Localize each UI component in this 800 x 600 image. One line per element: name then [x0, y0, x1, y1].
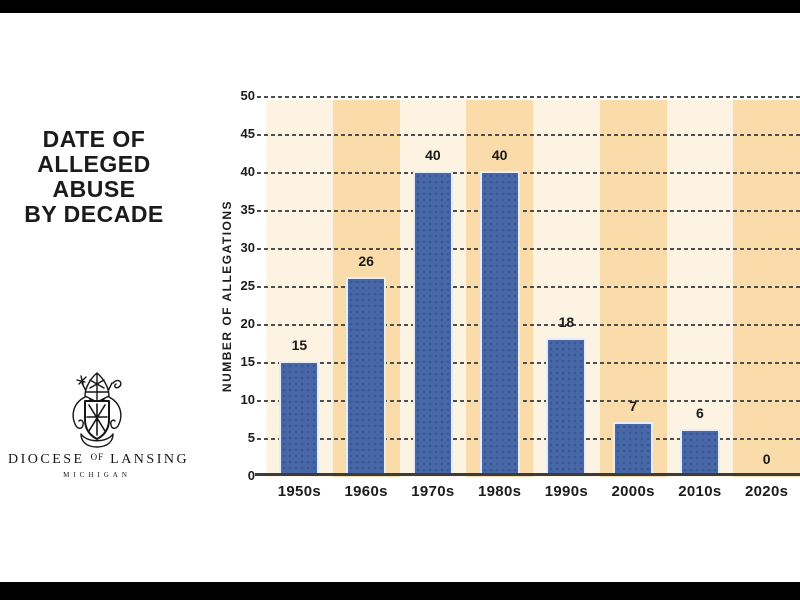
x-tick-label: 1950s: [277, 483, 321, 500]
x-tick-label: 2000s: [611, 483, 655, 500]
allegation-bar: [679, 429, 720, 475]
plot-area: NUMBER OF ALLEGATIONS 0 5 10 15 20 25 30 35 40 45…: [220, 88, 800, 500]
x-tick-label: 1970s: [411, 483, 455, 500]
x-axis-line: [255, 473, 800, 476]
gridline: [257, 324, 800, 326]
bar-value-label: 0: [762, 451, 771, 467]
diocese-crest-icon: [72, 372, 122, 448]
x-tick-label: 2010s: [678, 483, 722, 500]
y-tick-label: 0: [247, 468, 255, 483]
decade-band: [733, 100, 800, 477]
y-tick-label: 30: [240, 240, 255, 255]
gridline: [257, 248, 800, 250]
y-tick-label: 35: [240, 202, 255, 217]
allegation-bar: [279, 361, 320, 475]
diocese-subtitle: MICHIGAN: [63, 471, 131, 479]
allegation-bar: [479, 171, 520, 475]
allegation-bar: [546, 338, 587, 475]
diocese-logo: DIOCESE OF LANSING MICHIGAN: [8, 371, 190, 479]
x-tick-label: 1960s: [344, 483, 388, 500]
decade-band: [666, 100, 734, 477]
x-tick-label: 2020s: [745, 483, 789, 500]
diocese-name-of: OF: [90, 452, 105, 462]
gridline: [257, 286, 800, 288]
bar-value-label: 40: [425, 147, 441, 163]
bar-value-label: 7: [629, 397, 638, 414]
allegation-bar: [412, 171, 453, 475]
bar-value-label: 26: [358, 253, 374, 270]
y-tick-label: 50: [240, 88, 255, 103]
top-letterbox: [0, 0, 800, 13]
x-tick-label: 1980s: [478, 483, 522, 500]
bottom-letterbox: [0, 582, 800, 600]
bar-value-label: 40: [491, 147, 508, 163]
chart-title-line: BY DECADE: [24, 201, 164, 227]
decade-band: [599, 100, 667, 477]
y-tick-label: 40: [240, 164, 255, 179]
allegation-bar: [613, 421, 654, 475]
gridline: [257, 438, 800, 440]
y-tick-label: 20: [240, 316, 255, 331]
y-tick-label: 25: [240, 278, 255, 293]
bar-value-label: 18: [558, 314, 575, 331]
y-tick-label: 15: [240, 354, 255, 369]
allegation-bar: [346, 277, 387, 475]
x-tick-label: 1990s: [544, 483, 588, 500]
bar-value-label: 6: [695, 405, 704, 422]
gridline: [257, 400, 800, 402]
gridline: [257, 362, 800, 364]
bar-value-label: 15: [291, 337, 308, 353]
gridline: [257, 210, 800, 212]
gridline: [257, 172, 800, 174]
diocese-name: DIOCESE OF LANSING: [8, 452, 190, 467]
y-tick-label: 45: [240, 126, 255, 141]
chart-title: DATE OF ALLEGED ABUSE BY DECADE: [6, 127, 182, 227]
chart-title-line: ABUSE: [52, 176, 136, 202]
gridline: [257, 134, 800, 136]
y-tick-label: 10: [240, 392, 255, 407]
chart-title-line: ALLEGED: [37, 151, 151, 177]
y-tick-label: 5: [247, 430, 255, 445]
chart-title-line: DATE OF: [42, 126, 146, 152]
gridline: [257, 96, 800, 98]
